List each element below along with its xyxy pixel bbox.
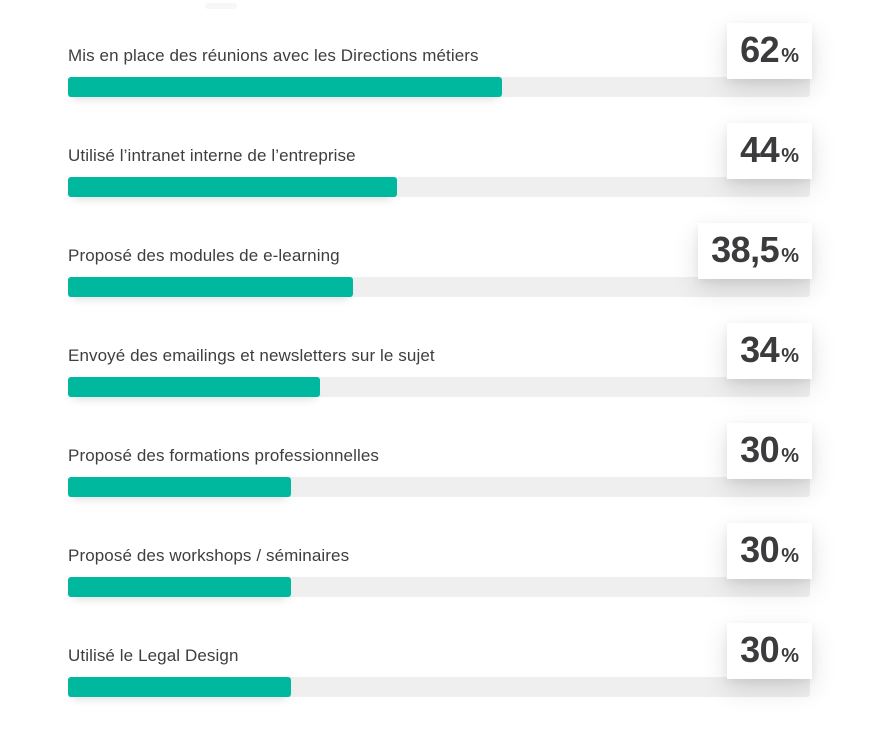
bar-track <box>68 77 810 97</box>
value-badge: 30 % <box>727 523 812 579</box>
percent-sign: % <box>781 545 799 567</box>
value-number: 62 <box>740 29 780 70</box>
bar-track <box>68 277 810 297</box>
bar-label: Utilisé l’intranet interne de l’entrepri… <box>68 146 356 165</box>
bar-label: Utilisé le Legal Design <box>68 646 239 665</box>
bar-row: Proposé des formations professionnelles … <box>0 400 881 500</box>
percent-sign: % <box>781 245 799 267</box>
bar-label: Mis en place des réunions avec les Direc… <box>68 46 479 65</box>
value-badge: 34 % <box>727 323 812 379</box>
percent-sign: % <box>781 445 799 467</box>
value-badge: 44 % <box>727 123 812 179</box>
bar-track <box>68 577 810 597</box>
percent-sign: % <box>781 145 799 167</box>
value-number: 38,5 <box>711 229 780 270</box>
bar-row: Envoyé des emailings et newsletters sur … <box>0 300 881 400</box>
bar-label: Proposé des modules de e-learning <box>68 246 340 265</box>
percent-sign: % <box>781 345 799 367</box>
bar-fill <box>68 477 292 497</box>
value-number: 30 <box>740 529 780 570</box>
percent-sign: % <box>781 645 799 667</box>
bar-label: Proposé des workshops / séminaires <box>68 546 350 565</box>
bar-track <box>68 377 810 397</box>
value-number: 30 <box>740 629 780 670</box>
value-badge: 62 % <box>727 23 812 79</box>
percent-sign: % <box>781 45 799 67</box>
bar-row: Utilisé le Legal Design 30 % <box>0 600 881 700</box>
value-badge: 30 % <box>727 623 812 679</box>
bar-row: Utilisé l’intranet interne de l’entrepri… <box>0 100 881 200</box>
value-number: 44 <box>740 129 780 170</box>
bar-fill <box>68 377 321 397</box>
value-number: 30 <box>740 429 780 470</box>
cropped-element-artifact <box>205 3 237 9</box>
bar-fill <box>68 177 397 197</box>
value-badge: 30 % <box>727 423 812 479</box>
bar-row: Proposé des workshops / séminaires 30 % <box>0 500 881 600</box>
bar-track <box>68 477 810 497</box>
bar-fill <box>68 577 292 597</box>
bar-label: Envoyé des emailings et newsletters sur … <box>68 346 435 365</box>
bar-row: Mis en place des réunions avec les Direc… <box>0 0 881 100</box>
bar-fill <box>68 277 353 297</box>
bar-label: Proposé des formations professionnelles <box>68 446 380 465</box>
value-number: 34 <box>740 329 780 370</box>
bar-fill <box>68 77 503 97</box>
value-badge: 38,5 % <box>698 223 812 279</box>
bar-fill <box>68 677 292 697</box>
bar-row: Proposé des modules de e-learning 38,5 % <box>0 200 881 300</box>
bar-track <box>68 177 810 197</box>
bar-track <box>68 677 810 697</box>
